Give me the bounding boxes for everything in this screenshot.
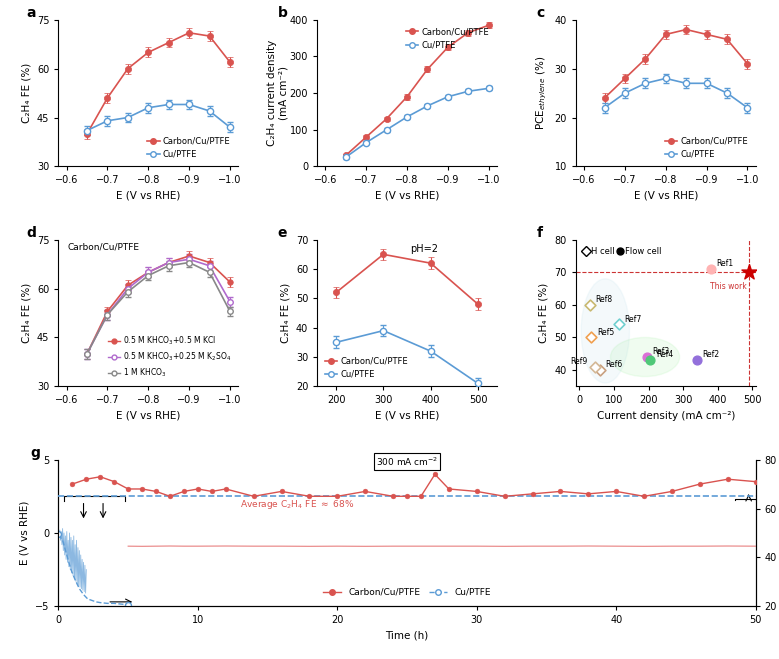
- Text: Ref4: Ref4: [656, 351, 673, 360]
- Y-axis label: C₂H₄ FE (%): C₂H₄ FE (%): [280, 283, 291, 343]
- Text: a: a: [26, 6, 36, 20]
- Point: [704, 264, 717, 274]
- X-axis label: E (V vs RHE): E (V vs RHE): [375, 191, 439, 201]
- Text: f: f: [537, 226, 542, 240]
- Point: [594, 365, 606, 376]
- Text: Ref3: Ref3: [652, 347, 670, 357]
- Text: Ref8: Ref8: [595, 295, 612, 304]
- Legend: Carbon/Cu/PTFE, Cu/PTFE: Carbon/Cu/PTFE, Cu/PTFE: [661, 133, 752, 162]
- Text: Ref6: Ref6: [606, 360, 623, 369]
- Ellipse shape: [611, 337, 679, 376]
- Text: Carbon/Cu/PTFE: Carbon/Cu/PTFE: [68, 243, 139, 252]
- Text: 300 mA cm$^{-2}$: 300 mA cm$^{-2}$: [376, 455, 438, 467]
- Text: This work: This work: [710, 282, 746, 291]
- Point: [644, 355, 657, 366]
- Legend: H cell, Flow cell: H cell, Flow cell: [580, 244, 665, 260]
- Text: Average C$_2$H$_4$ FE $\approx$ 68%: Average C$_2$H$_4$ FE $\approx$ 68%: [240, 498, 354, 511]
- Text: pH=2: pH=2: [411, 244, 439, 254]
- Y-axis label: C₂H₄ FE (%): C₂H₄ FE (%): [21, 63, 31, 123]
- Point: [52, 529, 65, 540]
- Ellipse shape: [581, 279, 629, 383]
- X-axis label: E (V vs RHE): E (V vs RHE): [116, 411, 181, 421]
- Text: Ref1: Ref1: [716, 259, 733, 268]
- Y-axis label: E (V vs RHE): E (V vs RHE): [19, 501, 30, 565]
- Point: [583, 300, 596, 310]
- Y-axis label: C₂H₄ current density
(mA cm⁻²): C₂H₄ current density (mA cm⁻²): [266, 40, 288, 146]
- Text: Ref7: Ref7: [625, 314, 642, 324]
- Point: [585, 332, 597, 343]
- Text: c: c: [537, 6, 545, 20]
- Point: [122, 600, 134, 610]
- Legend: Carbon/Cu/PTFE, Cu/PTFE: Carbon/Cu/PTFE, Cu/PTFE: [322, 353, 411, 382]
- Point: [691, 355, 703, 366]
- Text: Ref2: Ref2: [703, 351, 720, 360]
- Text: e: e: [277, 226, 287, 240]
- X-axis label: E (V vs RHE): E (V vs RHE): [116, 191, 181, 201]
- Legend: Carbon/Cu/PTFE, Cu/PTFE: Carbon/Cu/PTFE, Cu/PTFE: [403, 24, 492, 53]
- Y-axis label: C₂H₄ FE (%): C₂H₄ FE (%): [21, 283, 31, 343]
- Text: g: g: [30, 445, 41, 460]
- X-axis label: E (V vs RHE): E (V vs RHE): [375, 411, 439, 421]
- X-axis label: Current density (mA cm⁻²): Current density (mA cm⁻²): [597, 411, 735, 421]
- Point: [742, 267, 755, 277]
- Text: b: b: [277, 6, 287, 20]
- X-axis label: Time (h): Time (h): [386, 631, 428, 641]
- Text: Ref5: Ref5: [597, 328, 615, 337]
- Point: [589, 362, 601, 372]
- Text: d: d: [26, 226, 36, 240]
- Y-axis label: PCE$_{ethylene}$ (%): PCE$_{ethylene}$ (%): [534, 56, 549, 130]
- Legend: Carbon/Cu/PTFE, Cu/PTFE: Carbon/Cu/PTFE, Cu/PTFE: [144, 133, 234, 162]
- Text: Ref9: Ref9: [570, 357, 587, 366]
- Legend: 0.5 M KHCO$_3$+0.5 M KCl, 0.5 M KHCO$_3$+0.25 M K$_2$SO$_4$, 1 M KHCO$_3$: 0.5 M KHCO$_3$+0.5 M KCl, 0.5 M KHCO$_3$…: [105, 331, 234, 382]
- Y-axis label: C₂H₄ FE (%): C₂H₄ FE (%): [539, 283, 549, 343]
- Legend: Carbon/Cu/PTFE, Cu/PTFE: Carbon/Cu/PTFE, Cu/PTFE: [319, 584, 495, 600]
- X-axis label: E (V vs RHE): E (V vs RHE): [633, 191, 698, 201]
- Point: [640, 352, 653, 362]
- Point: [613, 319, 626, 330]
